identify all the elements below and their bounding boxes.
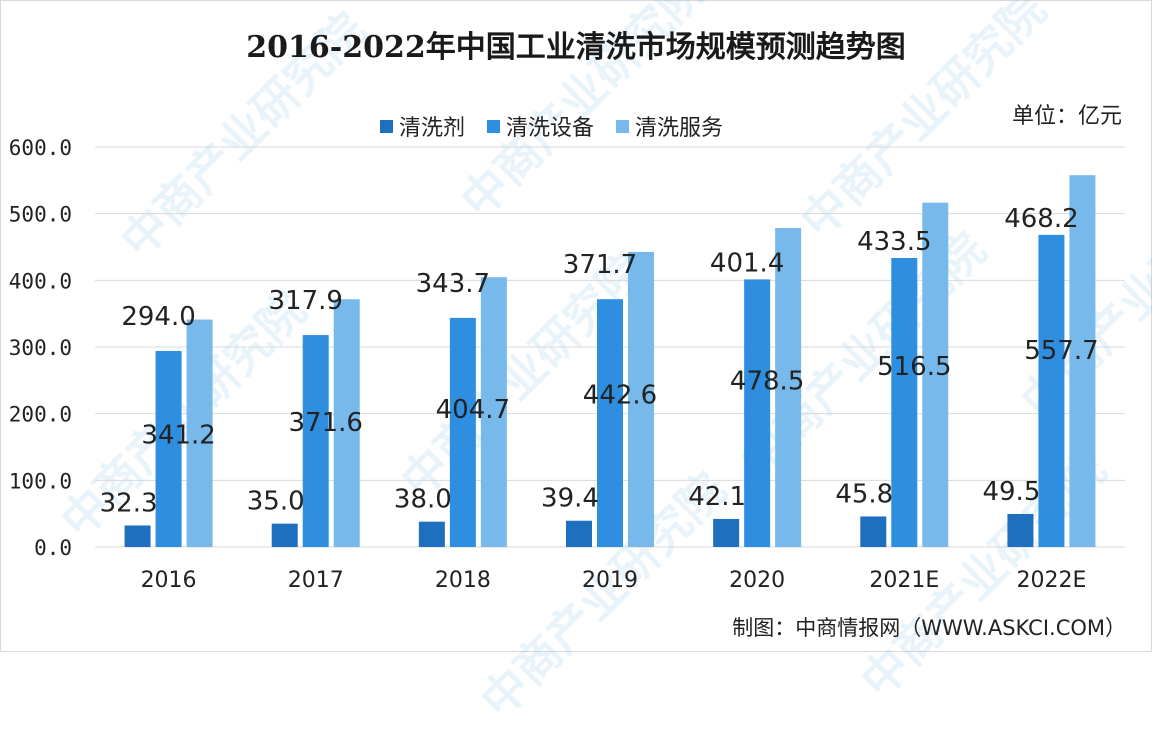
- data-label: 294.0: [121, 302, 195, 332]
- legend-swatch-cleaning-agent: [380, 119, 393, 133]
- data-label: 433.5: [857, 227, 931, 257]
- chart-title: 2016-2022年中国工业清洗市场规模预测趋势图: [246, 30, 906, 65]
- bar: [480, 277, 507, 547]
- unit-label: 单位：亿元: [1011, 104, 1122, 129]
- bar: [271, 523, 298, 547]
- y-tick-label: 300.0: [9, 336, 72, 360]
- bar: [744, 279, 771, 547]
- legend-item-cleaning-service: 清洗服务: [616, 110, 723, 142]
- legend-swatch-cleaning-service: [616, 119, 630, 133]
- data-label: 557.7: [1024, 336, 1098, 366]
- source-credit: 制图：中商情报网（WWW.ASKCI.COM）: [732, 616, 1126, 640]
- legend-item-cleaning-agent: 清洗剂: [380, 110, 465, 142]
- data-label: 317.9: [268, 286, 342, 316]
- x-tick-label: 2017: [288, 568, 344, 593]
- bar: [566, 520, 592, 547]
- bar-chart-plot: 0.0 100.0 200.0 300.0 400.0 500.0 600.0 2016 201…: [9, 136, 1125, 593]
- legend-label-cleaning-agent: 清洗剂: [399, 116, 466, 141]
- data-label: 32.3: [100, 488, 158, 518]
- data-label: 468.2: [1004, 204, 1078, 234]
- data-label: 442.6: [583, 380, 657, 410]
- data-label: 49.5: [982, 477, 1040, 507]
- bar: [775, 228, 802, 547]
- y-tick-label: 500.0: [9, 203, 72, 227]
- y-tick-label: 0.0: [34, 536, 72, 560]
- bar: [1007, 514, 1034, 547]
- data-label: 38.0: [394, 485, 452, 515]
- x-tick-label: 2019: [582, 568, 638, 593]
- data-label: 404.7: [436, 395, 510, 425]
- data-label: 516.5: [877, 352, 951, 382]
- x-tick-label: 2016: [141, 568, 197, 593]
- bar: [628, 251, 654, 547]
- bar: [418, 521, 445, 547]
- bar: [302, 335, 329, 547]
- data-label: 343.7: [416, 269, 490, 299]
- data-label: 35.0: [247, 487, 305, 517]
- data-label: 42.1: [688, 482, 746, 512]
- bar: [333, 299, 360, 547]
- y-tick-label: 100.0: [9, 469, 72, 493]
- legend-label-cleaning-equipment: 清洗设备: [506, 116, 595, 141]
- y-tick-label: 200.0: [9, 403, 72, 427]
- bar: [155, 351, 182, 547]
- data-label: 371.7: [563, 250, 637, 280]
- chart-legend: 清洗剂 清洗设备 清洗服务: [380, 110, 723, 142]
- data-label: 478.5: [730, 367, 804, 397]
- bar: [186, 319, 213, 547]
- bar: [124, 525, 151, 547]
- y-tick-label: 400.0: [9, 269, 72, 293]
- bar: [1038, 234, 1065, 547]
- bar: [891, 258, 918, 547]
- bar: [922, 202, 949, 547]
- bar: [860, 516, 887, 547]
- legend-label-cleaning-service: 清洗服务: [635, 116, 724, 141]
- x-tick-label: 2022E: [1016, 568, 1086, 593]
- x-tick-label: 2020: [729, 568, 785, 593]
- data-label: 401.4: [710, 248, 784, 278]
- bar: [1069, 175, 1096, 547]
- bar: [713, 518, 740, 547]
- y-tick-label: 600.0: [9, 136, 72, 160]
- x-tick-label: 2018: [435, 568, 491, 593]
- x-tick-label: 2021E: [869, 568, 939, 593]
- data-label: 371.6: [288, 408, 362, 438]
- data-label: 45.8: [835, 479, 893, 509]
- data-label: 39.4: [541, 484, 599, 514]
- legend-swatch-cleaning-equipment: [487, 119, 501, 133]
- data-label: 341.2: [141, 420, 215, 450]
- bar: [449, 317, 476, 547]
- bar: [597, 299, 623, 547]
- legend-item-cleaning-equipment: 清洗设备: [487, 110, 594, 142]
